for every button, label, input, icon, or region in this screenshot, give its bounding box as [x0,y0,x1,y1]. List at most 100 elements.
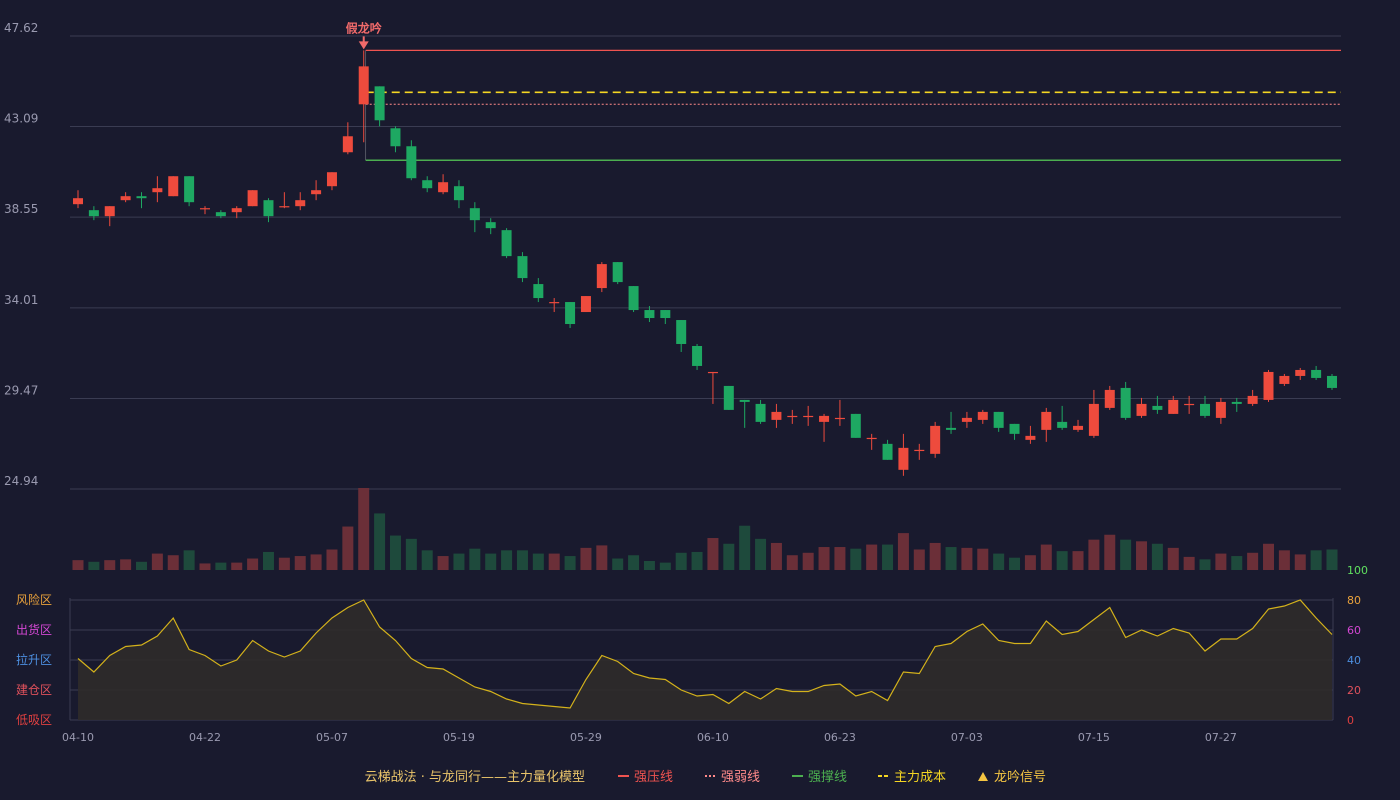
oscillator-zone-label: 风险区 [16,592,52,607]
candle [199,206,210,215]
volume-bar [1247,552,1259,570]
candle-body [612,262,623,283]
volume-bar [770,542,782,570]
volume-bar [1167,547,1179,570]
candle-body [73,198,83,205]
candle [1025,425,1036,444]
volume-bar [72,560,84,570]
candle-body [707,371,718,374]
candle-body [628,286,639,311]
volume-bar [1199,559,1211,570]
candle-body [406,146,417,179]
candle [612,262,623,285]
volume-bar [850,548,862,570]
candle-body [1231,401,1242,404]
volume-bar [1104,534,1116,570]
oscillator-area [78,600,1332,720]
candle-body [739,399,750,402]
volume-bar [739,525,751,570]
candle [1327,373,1337,390]
volume-bar [167,555,179,570]
candle [168,176,179,197]
candle-body [358,66,369,105]
candle-body [152,188,163,193]
candle-body [1057,421,1068,428]
candle-body [1041,411,1052,430]
candle [580,296,591,313]
volume-bar [183,550,195,570]
candle [215,210,226,219]
candle [676,320,687,352]
volume-bar [104,560,116,570]
candle [1041,407,1052,442]
candle-body [374,86,385,121]
candle [1120,381,1131,420]
candle [1168,395,1179,414]
oscillator-tick-label: 20 [1347,684,1361,697]
grid [70,35,1341,490]
candle [136,192,147,209]
candle-body [930,425,941,454]
candle-body [1073,425,1084,430]
candle-body [898,447,909,470]
volume-bar [88,561,100,570]
oscillator-tick-label: 80 [1347,594,1361,607]
volume-bars [72,488,1338,570]
volume-bar [897,533,909,570]
candle-body [1215,401,1226,418]
candle [549,298,560,313]
candle [850,413,861,438]
x-tick-label: 04-22 [189,731,221,744]
volume-bar [993,553,1005,570]
candle-body [882,443,893,460]
candle [1152,395,1163,414]
price-axis: 47.62 43.09 38.55 34.01 29.47 24.94 [4,21,38,488]
candle-body [168,176,179,197]
volume-bar [326,549,338,570]
legend-item-label: 强撑线 [808,770,847,785]
x-tick-label: 05-19 [443,731,475,744]
volume-bar [1294,554,1306,570]
price-tick-label: 24.94 [4,474,38,488]
signal-arrow-icon [358,41,369,50]
volume-bar [437,556,449,570]
candle [866,433,877,450]
candle [342,122,353,155]
volume-bar [516,550,528,570]
candle [755,399,766,424]
volume-bar [818,547,830,570]
candle [247,190,258,207]
candle [517,252,528,283]
candle-body [787,415,798,418]
candle-body [342,136,353,153]
candle [1057,405,1068,430]
volume-bar [389,535,401,570]
volume-bar [1009,557,1021,570]
candle-body [1184,403,1195,406]
volume-bar [929,542,941,570]
volume-bar [659,562,671,570]
candle-body [993,411,1004,428]
volume-bar [1056,551,1068,570]
candle-body [263,200,274,217]
candle-body [771,411,782,420]
candle [485,218,496,235]
legend-title: 云梯战法 · 与龙同行——主力量化模型 [365,770,585,785]
oscillator-zone-label: 拉升区 [16,652,52,667]
candle-body [946,427,957,430]
volume-bar [1278,550,1290,570]
candle [152,176,163,203]
volume-axis-label: 100 [1347,564,1368,577]
candle [596,262,607,293]
candle-body [1088,403,1099,436]
volume-bar [1183,556,1195,570]
candle [660,310,671,325]
candle-body [1168,399,1179,414]
candle [311,180,322,201]
oscillator-tick-label: 60 [1347,624,1361,637]
candle-body [326,172,337,187]
candle [279,192,290,209]
x-tick-label: 05-07 [316,731,348,744]
candle-body [1327,375,1337,388]
